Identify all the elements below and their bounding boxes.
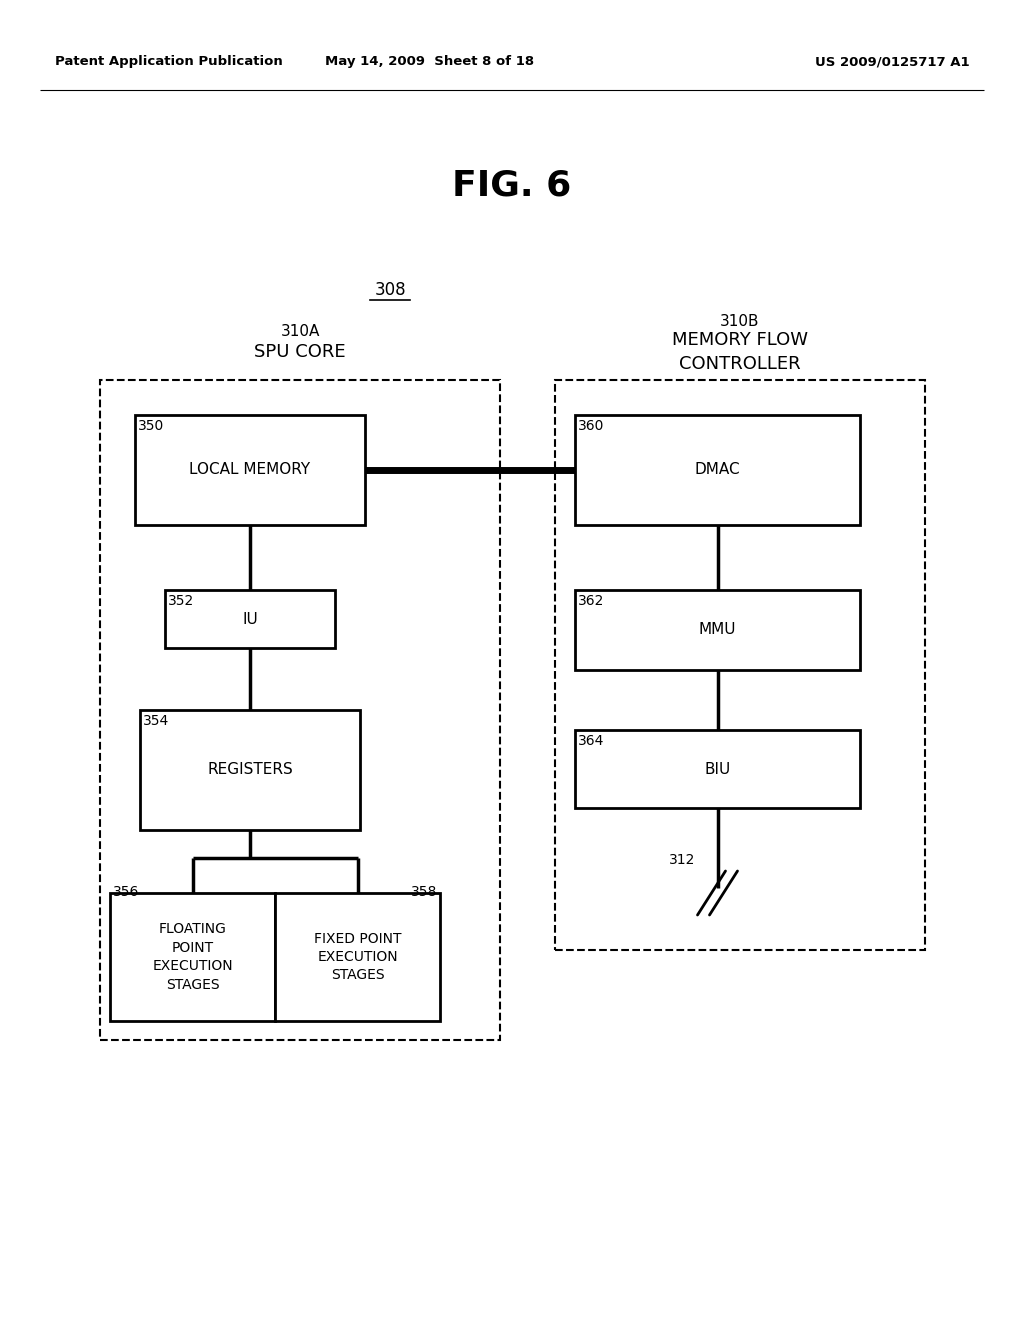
Text: REGISTERS: REGISTERS [207, 763, 293, 777]
Bar [275, 894, 440, 1020]
Bar [555, 380, 925, 950]
Text: DMAC: DMAC [694, 462, 740, 478]
Text: FIG. 6: FIG. 6 [453, 168, 571, 202]
Bar [165, 590, 335, 648]
Text: 358: 358 [411, 884, 437, 899]
Text: FIXED POINT
EXECUTION
STAGES: FIXED POINT EXECUTION STAGES [313, 932, 401, 982]
Text: 308: 308 [374, 281, 406, 300]
Bar [575, 730, 860, 808]
Bar [575, 590, 860, 671]
Bar [575, 414, 860, 525]
Text: 364: 364 [578, 734, 604, 748]
Bar [110, 894, 275, 1020]
Bar [135, 414, 365, 525]
Text: May 14, 2009  Sheet 8 of 18: May 14, 2009 Sheet 8 of 18 [326, 55, 535, 69]
Bar [100, 380, 500, 1040]
Text: Patent Application Publication: Patent Application Publication [55, 55, 283, 69]
Text: 362: 362 [578, 594, 604, 609]
Text: 352: 352 [168, 594, 195, 609]
Text: 354: 354 [143, 714, 169, 729]
Text: IU: IU [242, 611, 258, 627]
Text: 310A: 310A [281, 325, 319, 339]
Text: MEMORY FLOW
CONTROLLER: MEMORY FLOW CONTROLLER [672, 331, 808, 372]
Text: 350: 350 [138, 418, 164, 433]
Text: US 2009/0125717 A1: US 2009/0125717 A1 [815, 55, 970, 69]
Text: LOCAL MEMORY: LOCAL MEMORY [189, 462, 310, 478]
Text: 356: 356 [113, 884, 139, 899]
Text: 360: 360 [578, 418, 604, 433]
Text: FLOATING
POINT
EXECUTION
STAGES: FLOATING POINT EXECUTION STAGES [153, 923, 232, 991]
Text: 312: 312 [669, 853, 695, 867]
Text: 310B: 310B [720, 314, 760, 330]
Text: SPU CORE: SPU CORE [254, 343, 346, 360]
Text: MMU: MMU [698, 623, 736, 638]
Bar [140, 710, 360, 830]
Text: BIU: BIU [705, 762, 731, 776]
